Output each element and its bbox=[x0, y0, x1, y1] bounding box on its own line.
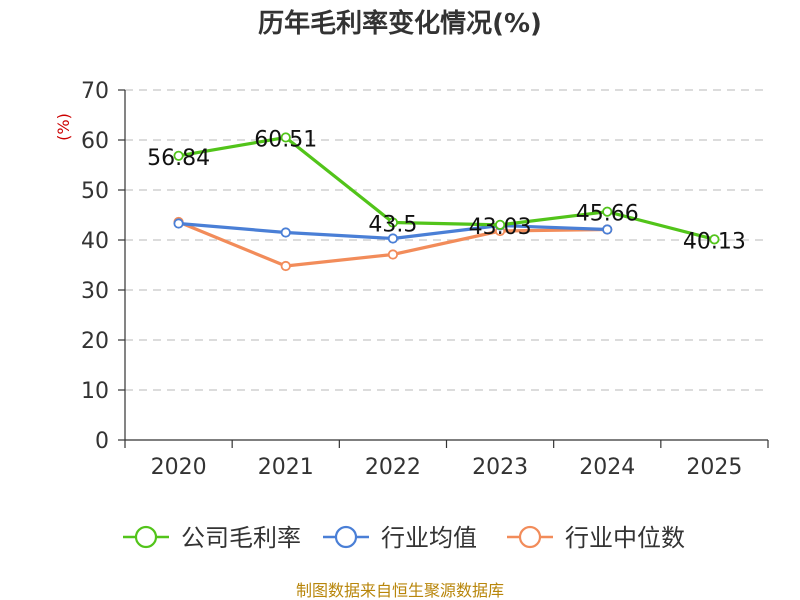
y-tick-label: 50 bbox=[81, 179, 109, 204]
data-point bbox=[709, 234, 720, 245]
x-tick-label: 2023 bbox=[472, 455, 528, 480]
data-point bbox=[387, 249, 399, 260]
y-tick-label: 40 bbox=[81, 229, 109, 254]
chart-title: 历年毛利率变化情况(%) bbox=[258, 8, 542, 39]
grid-lines bbox=[125, 89, 768, 391]
source-footer: 制图数据来自恒生聚源数据库 bbox=[296, 581, 504, 600]
data-point bbox=[602, 224, 613, 235]
y-tick-label: 10 bbox=[81, 379, 109, 404]
data-label: 45.66 bbox=[576, 202, 639, 227]
data-labels: 56.84 60.51 43.5 43.03 45.66 40.13 bbox=[147, 127, 746, 254]
axes: 0 10 20 30 40 50 60 70 2020 2021 2022 2023 2024 2025 bbox=[81, 79, 769, 480]
legend-label: 行业均值 bbox=[381, 524, 477, 552]
legend-label: 公司毛利率 bbox=[181, 524, 301, 552]
y-tick-label: 20 bbox=[81, 329, 109, 354]
legend-marker bbox=[518, 525, 542, 549]
legend-marker bbox=[334, 525, 358, 549]
data-point bbox=[173, 150, 184, 161]
data-point bbox=[173, 218, 184, 229]
data-point bbox=[602, 206, 613, 217]
legend-label: 行业中位数 bbox=[565, 524, 685, 552]
data-point bbox=[387, 217, 399, 228]
data-point bbox=[387, 233, 399, 244]
data-label: 40.13 bbox=[683, 229, 746, 254]
series-lines bbox=[173, 132, 720, 272]
series-line-0 bbox=[176, 135, 717, 241]
y-tick-label: 0 bbox=[95, 429, 109, 454]
data-point bbox=[280, 260, 291, 272]
data-point bbox=[494, 219, 506, 230]
y-tick-label: 60 bbox=[81, 129, 109, 154]
data-label: 43.03 bbox=[469, 215, 532, 240]
x-tick-label: 2022 bbox=[365, 455, 421, 480]
data-point bbox=[280, 132, 291, 143]
legend: 公司毛利率 行业均值 行业中位数 bbox=[123, 524, 685, 552]
x-tick-label: 2020 bbox=[151, 455, 207, 480]
data-label: 56.84 bbox=[147, 146, 210, 171]
y-tick-label: 70 bbox=[81, 79, 109, 104]
y-tick-label: 30 bbox=[81, 279, 109, 304]
x-tick-label: 2024 bbox=[579, 455, 635, 480]
data-label: 60.51 bbox=[254, 127, 317, 152]
x-tick-label: 2021 bbox=[258, 455, 314, 480]
legend-marker bbox=[134, 525, 158, 549]
x-tick-label: 2025 bbox=[686, 455, 742, 480]
data-point bbox=[280, 227, 291, 238]
y-axis-label: (%) bbox=[54, 113, 73, 141]
data-label: 43.5 bbox=[368, 213, 417, 238]
